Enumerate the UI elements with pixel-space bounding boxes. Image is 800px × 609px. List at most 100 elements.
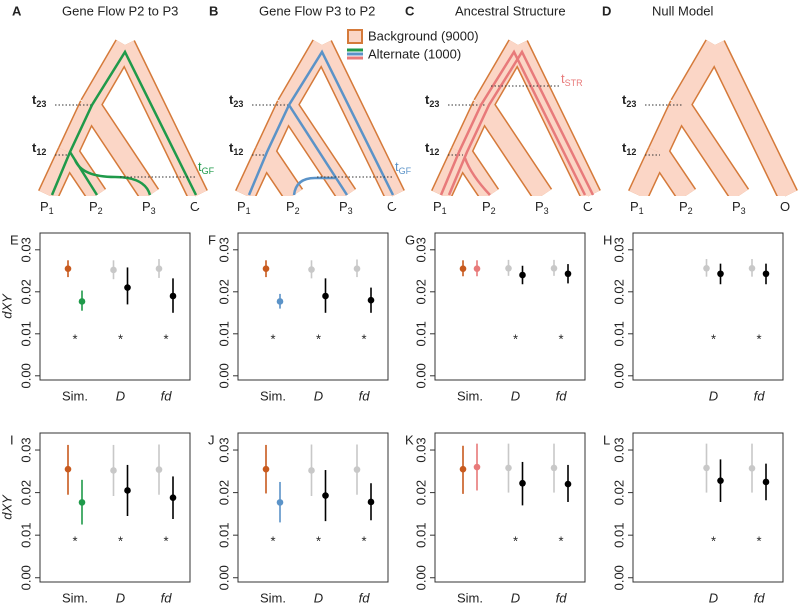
point — [550, 464, 558, 472]
point — [276, 298, 284, 305]
leaf-label-sub: 2 — [688, 206, 693, 216]
x-tick-label: D — [116, 388, 125, 403]
y-tick-label: 0.00 — [611, 363, 626, 388]
tree — [393, 39, 601, 208]
point — [762, 478, 770, 486]
x-tick-label: Sim. — [457, 590, 483, 605]
event-label-base: t — [561, 71, 565, 86]
time-label-base: t — [229, 92, 234, 107]
point — [155, 466, 163, 473]
leaf-label: P3 — [142, 199, 156, 216]
base-mask — [197, 196, 392, 208]
y-tick-label: 0.02 — [611, 480, 626, 505]
leaf-label-sub: 1 — [49, 206, 54, 216]
panel-title: Gene Flow P2 to P3 — [62, 3, 178, 18]
significance-star: * — [513, 533, 518, 548]
y-tick-label: 0.02 — [413, 480, 428, 505]
significance-star: * — [316, 533, 321, 548]
point — [353, 265, 361, 273]
branch-fill — [59, 100, 99, 157]
point — [322, 292, 329, 300]
x-tick-label: D — [314, 590, 323, 605]
y-tick-label: 0.02 — [611, 279, 626, 304]
panel-letter: J — [208, 432, 215, 447]
y-tick-label: 0.00 — [216, 565, 231, 590]
y-tick-label: 0.02 — [18, 279, 33, 304]
significance-star: * — [711, 331, 716, 346]
leaf-label-base: P — [142, 199, 151, 214]
point — [322, 492, 329, 499]
point — [308, 266, 315, 273]
significance-star: * — [558, 331, 563, 346]
y-tick-label: 0.03 — [611, 437, 626, 462]
significance-star: * — [558, 533, 563, 548]
time-label-base: t — [425, 92, 430, 107]
significance-star: * — [361, 331, 366, 346]
base-mask — [393, 196, 588, 208]
event-label-base: t — [198, 159, 202, 174]
point — [262, 465, 270, 473]
leaf-label-sub: 2 — [491, 206, 496, 216]
time-label: t23 — [229, 92, 243, 109]
point — [110, 467, 117, 474]
branch-fill — [82, 99, 158, 201]
time-label: t12 — [425, 140, 439, 157]
point — [367, 498, 375, 506]
point — [459, 465, 467, 473]
y-tick-label: 0.00 — [413, 565, 428, 590]
gene-flow — [73, 159, 152, 196]
significance-star: * — [756, 331, 761, 346]
plot-frame — [632, 432, 784, 583]
panel-letter: B — [209, 3, 218, 18]
x-tick-label: fd — [359, 388, 371, 403]
branch-fill — [257, 146, 302, 201]
time-label-base: t — [425, 140, 430, 155]
leaf-label-base: P — [535, 199, 544, 214]
leaf-label-base: P — [40, 199, 49, 214]
panel-title: Gene Flow P3 to P2 — [259, 3, 375, 18]
legend-label: Background (9000) — [368, 28, 479, 43]
point — [169, 292, 177, 300]
time-label-base: t — [32, 140, 37, 155]
branch-fill — [452, 100, 492, 157]
point — [748, 264, 756, 272]
legend-label: Alternate (1000) — [368, 46, 461, 61]
point — [703, 264, 710, 272]
y-tick-label: 0.03 — [18, 237, 33, 262]
y-tick-label: 0.00 — [18, 565, 33, 590]
y-tick-label: 0.03 — [611, 237, 626, 262]
point — [308, 467, 315, 474]
panel-letter: E — [10, 232, 19, 247]
significance-star: * — [118, 533, 123, 548]
leaf-label-sub: 1 — [639, 206, 644, 216]
branch-fill — [278, 40, 331, 110]
plot-frame — [39, 432, 191, 583]
point — [262, 265, 270, 273]
branch-fill — [706, 40, 797, 200]
x-tick-label: Sim. — [260, 590, 286, 605]
panel-letter: L — [603, 432, 610, 447]
branch-fill — [649, 100, 689, 157]
y-tick-label: 0.01 — [18, 523, 33, 548]
gene-lineage — [447, 49, 595, 196]
leaf-label-base: P — [89, 199, 98, 214]
point — [505, 464, 512, 472]
y-axis-label: dXY — [0, 494, 14, 520]
y-tick-label: 0.03 — [413, 237, 428, 262]
leaf-label: P2 — [89, 199, 103, 216]
leaf-label: P1 — [40, 199, 54, 216]
time-label: t12 — [622, 140, 636, 157]
x-tick-label: D — [709, 388, 718, 403]
x-tick-label: fd — [161, 590, 173, 605]
leaf-label: P1 — [433, 199, 447, 216]
x-tick-label: Sim. — [260, 388, 286, 403]
point — [564, 480, 572, 488]
time-label-sub: 23 — [626, 99, 636, 109]
y-tick-label: 0.02 — [216, 480, 231, 505]
leaf-label-base: P — [339, 199, 348, 214]
x-tick-label: D — [116, 590, 125, 605]
leaf-label: O — [780, 199, 790, 214]
significance-star: * — [711, 533, 716, 548]
plot-frame — [434, 232, 586, 381]
point — [473, 463, 481, 471]
